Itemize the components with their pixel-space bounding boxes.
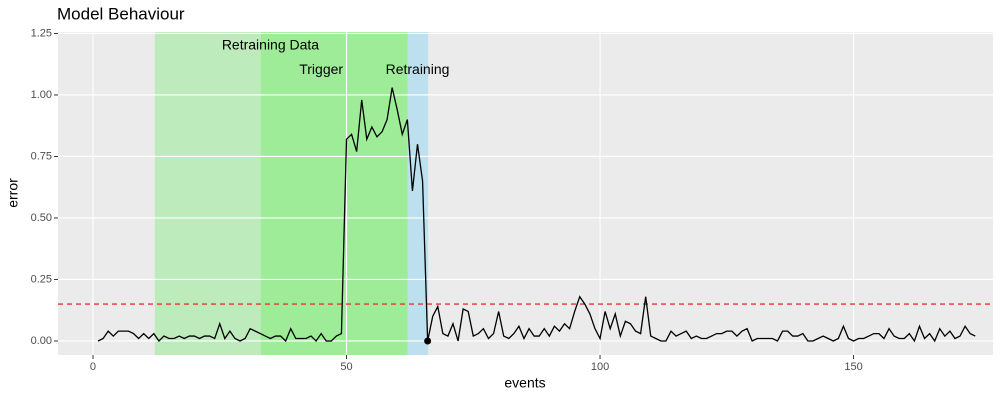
region — [154, 32, 261, 355]
x-axis-label: events — [504, 375, 545, 391]
y-tick-label: 0.00 — [31, 335, 52, 347]
y-tick-label: 0.25 — [31, 273, 52, 285]
annotation: Retraining Data — [222, 36, 319, 52]
y-tick-label: 1.25 — [31, 27, 52, 39]
highlight-point — [424, 337, 432, 345]
y-axis-label: error — [5, 178, 21, 208]
error-line — [97, 87, 976, 343]
y-tick-label: 1.00 — [31, 89, 52, 101]
region — [407, 32, 429, 355]
grid — [58, 32, 993, 355]
x-tick-label: 50 — [340, 361, 352, 373]
annotation: Retraining — [386, 61, 450, 77]
regions — [154, 32, 429, 355]
x-tick-label: 0 — [90, 361, 96, 373]
region — [260, 32, 408, 355]
y-tick-label: 0.75 — [31, 150, 52, 162]
chart-title: Model Behaviour — [57, 4, 185, 23]
annotation: Trigger — [299, 61, 343, 77]
marks: Retraining Data Trigger Retraining — [58, 36, 993, 345]
y-tick-label: 0.50 — [31, 212, 52, 224]
x-tick-label: 100 — [591, 361, 609, 373]
x-tick-label: 150 — [844, 361, 862, 373]
